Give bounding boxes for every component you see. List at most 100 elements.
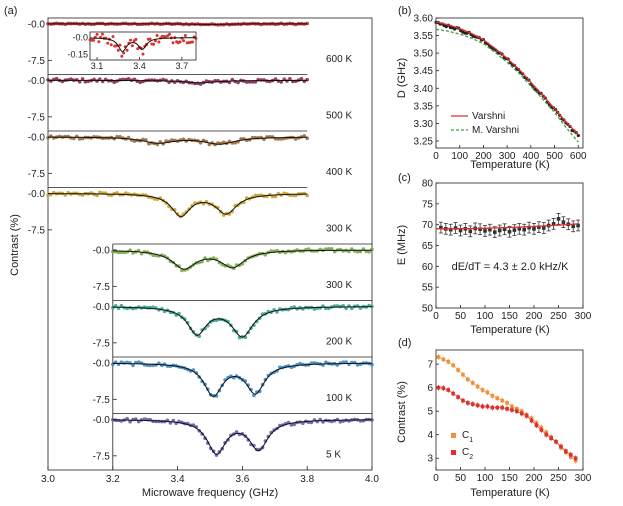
inset-point: [111, 35, 115, 39]
y-tick-label: 3.60: [414, 14, 434, 25]
x-tick-label: 250: [550, 311, 567, 322]
inset-fit: [90, 37, 196, 53]
data-point: [185, 320, 190, 325]
data-point: [497, 228, 502, 233]
inset-point: [141, 52, 145, 56]
data-point: [175, 212, 180, 216]
y-tick-label-zero: -0.0: [28, 19, 46, 30]
data-point: [46, 193, 50, 197]
panel-a-chart: -0.0 -7.5 600 K -0.0 -7.5 500 K -0.0 -7.5 400 K -…: [28, 17, 379, 485]
data-point: [131, 363, 135, 368]
x-tick-label: 50: [455, 473, 467, 484]
x-tick-label: 600: [570, 151, 587, 162]
data-point: [273, 194, 278, 199]
y-tick-label-zero: -0.0: [28, 76, 46, 87]
data-point: [236, 80, 240, 85]
inset-point: [95, 32, 99, 36]
temperature-label: 300 K: [326, 224, 352, 235]
x-tick-label: 500: [546, 151, 563, 162]
inset-point: [153, 39, 157, 43]
x-tick-label: 150: [501, 311, 518, 322]
data-point: [151, 253, 155, 258]
legend-varshni-label: Varshni: [472, 111, 505, 122]
y-tick-label: 50: [422, 304, 434, 315]
y-tick-label: 3.30: [414, 119, 434, 130]
data-point: [292, 422, 297, 427]
fit-curve: [112, 249, 372, 270]
panel-c-ylabel: E (MHz): [396, 225, 408, 265]
y-tick-label-zero: -0.0: [28, 189, 46, 200]
legend-label-C2: C2: [462, 447, 473, 461]
data-point: [187, 207, 191, 211]
data-point: [288, 77, 292, 81]
inset-point: [100, 32, 104, 36]
data-point: [448, 227, 453, 232]
x-tick-label: 150: [501, 473, 518, 484]
data-point: [147, 141, 151, 146]
data-point: [177, 264, 181, 268]
data-point: [306, 247, 311, 251]
y-tick-label: 3.55: [414, 31, 434, 42]
y-tick-label-zero: -0.0: [93, 358, 111, 369]
data-point: [293, 137, 298, 141]
x-tick-label: 3.8: [300, 474, 314, 485]
data-point: [136, 360, 141, 365]
data-point: [453, 226, 458, 230]
m-varshni-line: [435, 28, 579, 143]
panel-c-annotation: dE/dT = 4.3 ± 2.0 kHz/K: [452, 261, 569, 273]
panel-c-xlabel: Temperature (K): [470, 324, 549, 336]
data-point: [561, 220, 566, 224]
data-point: [305, 193, 310, 198]
data-point: [312, 307, 317, 311]
data-point: [270, 194, 275, 199]
panel-b-label: (b): [398, 5, 411, 17]
data-point: [355, 249, 360, 254]
data-point: [439, 225, 443, 230]
legend-swatch-C2: [451, 450, 456, 455]
temperature-label: 100 K: [326, 393, 352, 404]
y-tick-label: 60: [422, 262, 434, 273]
data-point: [532, 227, 536, 231]
data-point: [118, 135, 122, 139]
x-tick-label: 0: [433, 473, 439, 484]
fit-curve: [112, 419, 372, 455]
data-point: [527, 225, 531, 230]
data-point: [468, 229, 473, 234]
fit-curve: [48, 193, 308, 218]
fit-curve: [48, 79, 308, 84]
temperature-label: 500 K: [326, 111, 352, 122]
data-point: [126, 77, 131, 81]
inset-point: [152, 42, 156, 46]
data-point: [234, 430, 239, 434]
data-point: [128, 419, 132, 424]
inset-point: [97, 40, 101, 44]
data-point: [124, 191, 128, 195]
panel-a-xlabel: Microwave frequency (GHz): [142, 487, 278, 499]
x-tick-label: 0: [433, 151, 439, 162]
x-tick-label: 100: [451, 151, 468, 162]
data-point: [355, 363, 360, 367]
y-tick-label-zero: -0.0: [93, 415, 111, 426]
x-tick-label: 250: [550, 473, 567, 484]
inset-point: [157, 40, 161, 44]
data-point: [483, 229, 487, 233]
inset-point: [168, 32, 171, 36]
data-point: [493, 230, 497, 234]
data-point: [132, 139, 137, 143]
data-point: [571, 224, 575, 229]
y-tick-label-low: -7.5: [28, 225, 46, 236]
data-point: [253, 193, 258, 198]
y-tick-label: 80: [422, 179, 434, 190]
y-tick-label: 4: [427, 430, 433, 441]
data-point: [537, 225, 541, 229]
panel-d-chart: 0 50 100 150 200 250 300 7 6 5 4 3 C1 C2: [427, 349, 592, 484]
inset-y-tick-label: -0.15: [67, 49, 88, 59]
inset-point: [134, 37, 138, 41]
y-tick-label: 3.25: [414, 136, 434, 147]
x-tick-label: 3.2: [106, 474, 120, 485]
y-tick-label: 7: [427, 360, 433, 371]
fit-curve: [48, 136, 308, 145]
data-point: [229, 433, 233, 438]
data-point: [338, 420, 343, 424]
legend-swatch-C1: [451, 433, 456, 438]
